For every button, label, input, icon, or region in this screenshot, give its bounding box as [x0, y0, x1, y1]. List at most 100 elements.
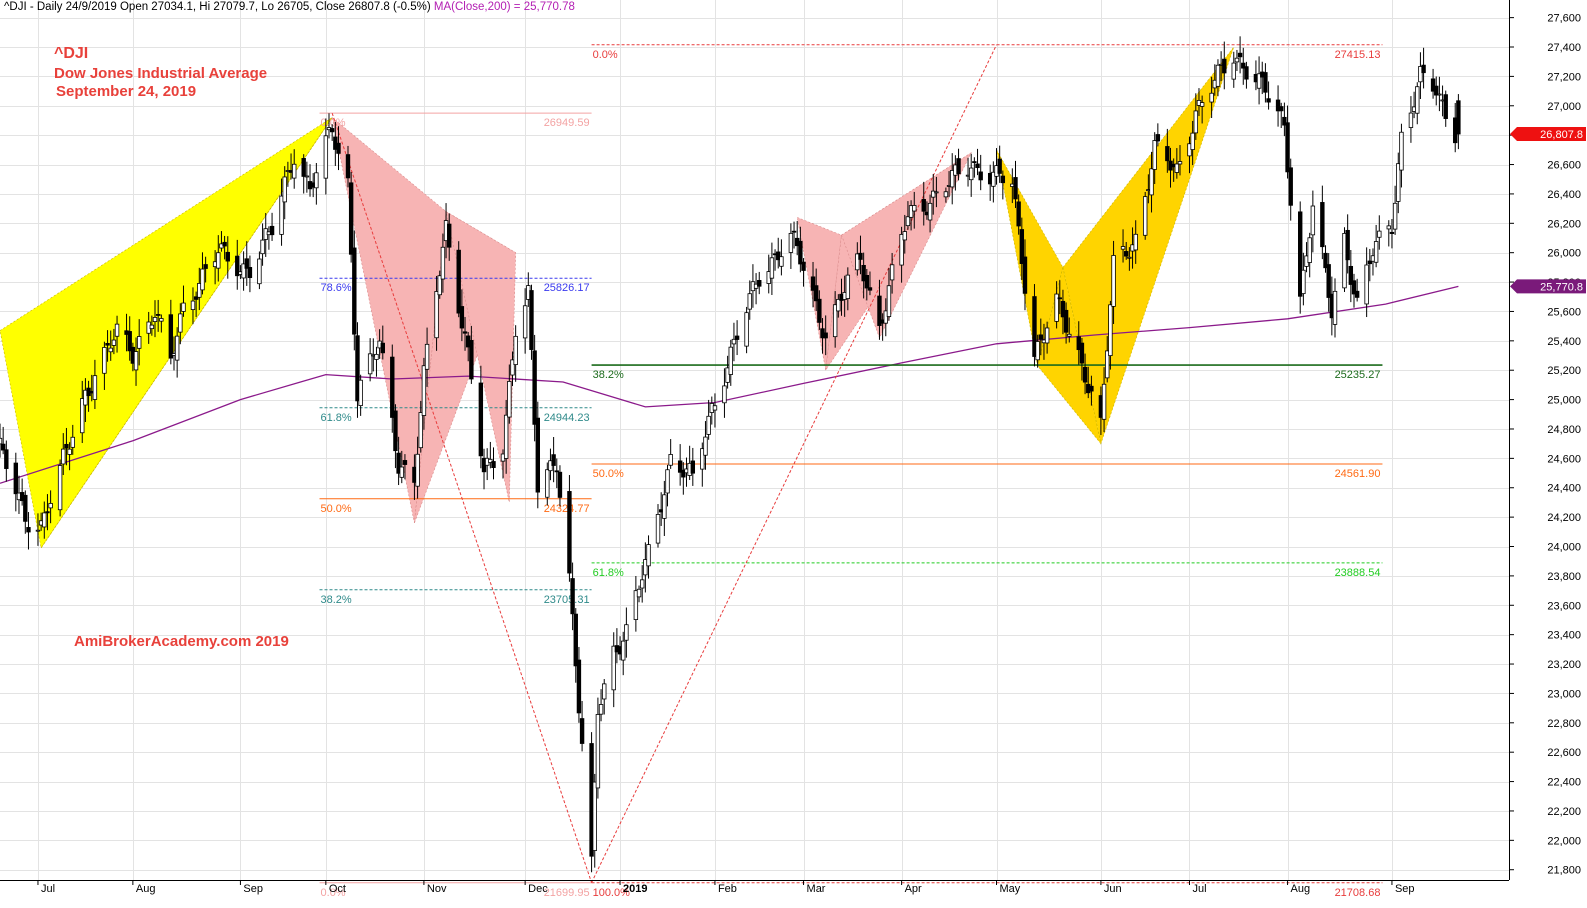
candle-body	[1089, 385, 1094, 392]
candle-body	[1155, 134, 1161, 142]
price-tag-label: 26,807.8	[1540, 129, 1583, 141]
candle-body	[579, 718, 585, 744]
candle-body	[817, 298, 822, 323]
candle-body	[149, 324, 155, 330]
candle-body	[200, 268, 205, 291]
candle-body	[1108, 304, 1113, 357]
candle-body	[886, 285, 892, 318]
fib-diagonal-line	[331, 113, 593, 883]
candle-body	[367, 353, 373, 375]
y-tick-label: 23,000	[1547, 688, 1581, 700]
candle-body	[152, 317, 158, 322]
y-tick-label: 22,000	[1547, 835, 1581, 847]
candle-body	[257, 258, 262, 285]
y-tick-label: 23,600	[1547, 600, 1581, 612]
x-tick-label: 2019	[623, 883, 647, 895]
candle-body	[355, 335, 360, 402]
candle-body	[61, 448, 66, 465]
candle-body	[883, 310, 888, 324]
candle-body	[1389, 231, 1395, 234]
harmonic-pattern-triangle	[841, 151, 972, 339]
candle-body	[921, 198, 926, 212]
y-tick-label: 25,200	[1547, 365, 1581, 377]
candle-body	[4, 449, 9, 469]
candle-body	[127, 331, 132, 352]
x-tick-label: Jun	[1104, 883, 1122, 895]
candle-body	[503, 414, 509, 459]
candle-body	[668, 454, 673, 466]
candle-body	[108, 347, 113, 353]
y-tick-label: 23,400	[1547, 630, 1581, 642]
candle-body	[908, 205, 914, 218]
candle-body	[292, 163, 297, 179]
candle-body	[83, 389, 88, 406]
candle-body	[1430, 78, 1436, 92]
price-tag-label: 25,770.8	[1540, 281, 1583, 293]
candle-body	[133, 351, 139, 371]
candle-body	[643, 559, 648, 576]
candle-body	[823, 332, 828, 339]
candle-body	[1193, 110, 1199, 134]
candle-body	[1351, 280, 1357, 295]
candle-body	[1256, 73, 1262, 89]
candle-body	[1035, 341, 1040, 361]
candle-body	[798, 240, 803, 265]
fib-level-value: 24561.90	[1335, 468, 1381, 480]
candle-body	[1301, 269, 1306, 295]
candle-body	[598, 704, 604, 715]
candle-body	[1285, 122, 1290, 173]
candle-body	[845, 274, 851, 299]
candle-body	[1013, 177, 1018, 200]
candle-body	[348, 182, 354, 255]
candle-body	[877, 295, 882, 326]
fib-level-percent: 38.2%	[321, 594, 352, 606]
x-tick-label: Apr	[905, 883, 922, 895]
candle-body	[832, 304, 838, 338]
candle-body	[181, 302, 186, 312]
fib-level-value: 23888.54	[1335, 567, 1381, 579]
candle-body	[725, 367, 730, 383]
candle-body	[899, 234, 904, 266]
candle-body	[1326, 264, 1331, 298]
candle-body	[478, 382, 484, 457]
candle-body	[1408, 112, 1414, 128]
candle-body	[1142, 196, 1148, 236]
candle-body	[1149, 168, 1154, 196]
candle-body	[1418, 66, 1423, 83]
candle-body	[1079, 342, 1085, 364]
fibonacci-layer: 0.0% 26949.59 78.6% 25826.17 61.8% 24944.23 50…	[319, 44, 1383, 899]
candle-body	[102, 347, 107, 374]
candle-body	[522, 305, 528, 339]
x-tick-label: Sep	[243, 883, 263, 895]
price-tag-shape	[1510, 127, 1586, 142]
candle-body	[336, 142, 341, 154]
candle-body	[706, 415, 711, 435]
candle-body	[997, 158, 1002, 174]
candle-body	[595, 714, 601, 789]
candle-body	[513, 335, 518, 366]
x-tick-label: Aug	[1291, 883, 1311, 895]
candle-body	[905, 216, 911, 227]
date-annotation: September 24, 2019	[56, 83, 197, 100]
candle-body	[168, 314, 174, 359]
candle-body	[462, 331, 468, 334]
y-tick-label: 27,000	[1547, 101, 1581, 113]
fib-level-value: 25235.27	[1335, 369, 1381, 381]
candle-body	[1367, 260, 1373, 265]
y-tick-label: 26,000	[1547, 248, 1581, 260]
candle-body	[621, 640, 626, 661]
candle-body	[216, 252, 221, 269]
candle-body	[114, 323, 120, 337]
candle-body	[1124, 251, 1129, 257]
candle-body	[1044, 327, 1050, 344]
candle-body	[1437, 93, 1442, 96]
candle-body	[174, 335, 180, 361]
fib-level-value: 21708.68	[1335, 887, 1381, 899]
fib-level-value: 27415.13	[1335, 49, 1381, 61]
x-tick-label: Dec	[528, 883, 548, 895]
candle-body	[975, 163, 980, 169]
y-tick-label: 25,000	[1547, 395, 1581, 407]
candle-body	[934, 191, 939, 194]
candle-body	[889, 264, 895, 281]
y-tick-label: 24,800	[1547, 424, 1581, 436]
